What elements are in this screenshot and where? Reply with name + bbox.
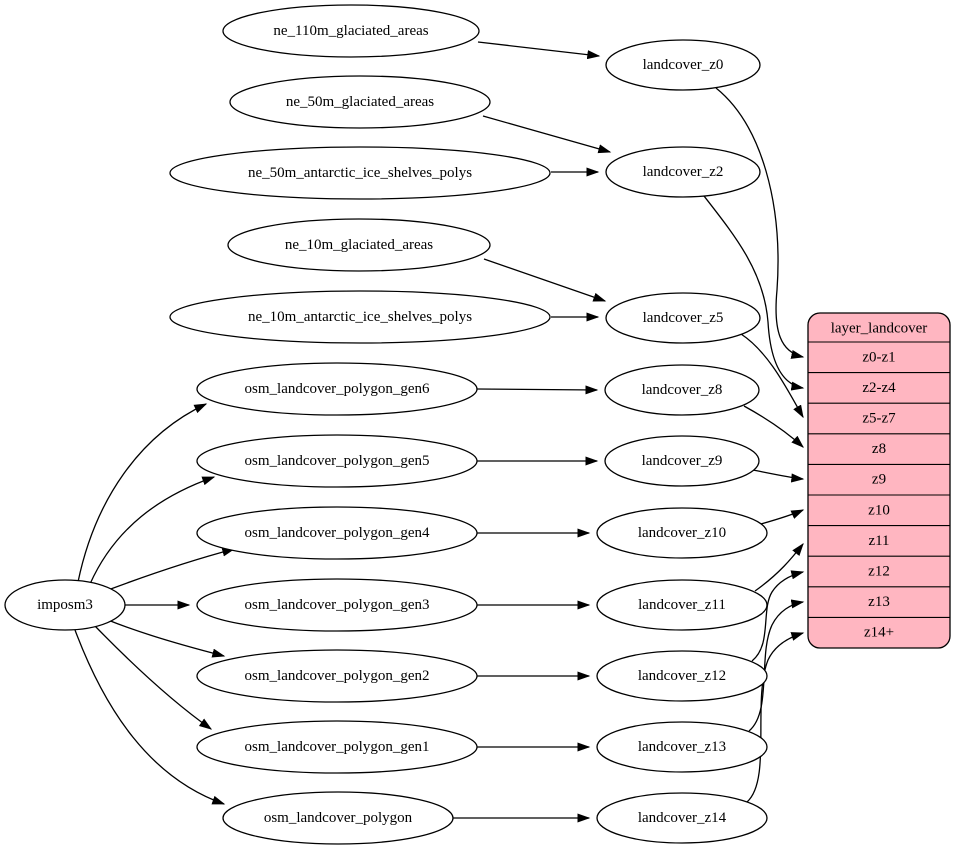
edge-landcover-z2-to-z2-z4 xyxy=(703,195,805,391)
node-label: landcover_z12 xyxy=(638,668,726,684)
edge-landcover-z0-to-z0-z1 xyxy=(715,87,805,359)
node-landcover-z11: landcover_z11 xyxy=(596,579,768,631)
edge-landcover-z10-to-z10 xyxy=(760,509,805,525)
table-row-label: z12 xyxy=(868,564,890,580)
edge-imposm3-to-osm-landcover-polygon-gen1 xyxy=(94,625,213,730)
table-row-label: z5-z7 xyxy=(862,411,896,427)
table-row-label: z0-z1 xyxy=(862,349,895,365)
node-osm-landcover-polygon-gen6: osm_landcover_polygon_gen6 xyxy=(196,362,478,416)
edge-landcover-z8-to-z8 xyxy=(743,405,804,448)
node-osm-landcover-polygon: osm_landcover_polygon xyxy=(222,791,454,845)
edge-landcover-z9-to-z9 xyxy=(752,469,805,483)
table-row-label: z8 xyxy=(872,441,886,457)
node-osm-landcover-polygon-gen4: osm_landcover_polygon_gen4 xyxy=(196,506,478,560)
node-osm-landcover-polygon-gen5: osm_landcover_polygon_gen5 xyxy=(196,434,478,488)
edge-imposm3-to-osm-landcover-polygon-gen2 xyxy=(107,619,226,658)
node-label: landcover_z8 xyxy=(642,382,723,398)
node-label: ne_10m_antarctic_ice_shelves_polys xyxy=(248,309,472,325)
node-label: ne_50m_antarctic_ice_shelves_polys xyxy=(248,165,472,181)
table-layer-landcover: layer_landcover z0-z1 z2-z4 z5-z7 z8 z9 z10 z11… xyxy=(807,312,951,649)
edge-imposm3-to-osm-landcover-polygon-gen5 xyxy=(89,476,216,585)
edge-ne-50m-glaciated-areas-to-landcover-z2 xyxy=(482,115,612,154)
edge-imposm3-to-osm-landcover-polygon xyxy=(74,629,226,805)
node-landcover-z2: landcover_z2 xyxy=(605,146,761,198)
table-row-label: z9 xyxy=(872,472,886,488)
table-title: layer_landcover xyxy=(831,321,928,337)
node-landcover-z8: landcover_z8 xyxy=(604,364,760,416)
node-label: landcover_z11 xyxy=(638,597,726,613)
node-landcover-z12: landcover_z12 xyxy=(596,650,768,702)
table-row-label: z11 xyxy=(868,533,889,549)
node-ne-50m-antarctic-ice-shelves-polys: ne_50m_antarctic_ice_shelves_polys xyxy=(169,146,551,200)
edge-ne-110m-glaciated-areas-to-landcover-z0 xyxy=(477,41,601,60)
node-ne-50m-glaciated-areas: ne_50m_glaciated_areas xyxy=(229,75,491,129)
table-background xyxy=(807,312,951,649)
node-label: ne_10m_glaciated_areas xyxy=(285,237,433,253)
table-row-label: z10 xyxy=(868,502,890,518)
node-landcover-z5: landcover_z5 xyxy=(605,292,761,344)
node-label: landcover_z13 xyxy=(638,739,726,755)
node-ne-110m-glaciated-areas: ne_110m_glaciated_areas xyxy=(222,4,480,58)
node-landcover-z13: landcover_z13 xyxy=(596,721,768,773)
node-label: landcover_z5 xyxy=(643,310,724,326)
table-row-label: z2-z4 xyxy=(862,380,896,396)
node-label: landcover_z10 xyxy=(638,525,726,541)
node-label: landcover_z14 xyxy=(638,810,727,826)
node-label: osm_landcover_polygon_gen6 xyxy=(245,381,430,397)
node-landcover-z14: landcover_z14 xyxy=(596,792,768,844)
node-label: ne_110m_glaciated_areas xyxy=(273,23,428,39)
node-osm-landcover-polygon-gen3: osm_landcover_polygon_gen3 xyxy=(196,578,478,632)
node-label: imposm3 xyxy=(37,597,93,613)
node-ne-10m-glaciated-areas: ne_10m_glaciated_areas xyxy=(227,218,491,272)
node-landcover-z9: landcover_z9 xyxy=(604,435,760,487)
edge-landcover-z11-to-z11 xyxy=(754,542,804,592)
node-label: ne_50m_glaciated_areas xyxy=(286,94,434,110)
node-osm-landcover-polygon-gen1: osm_landcover_polygon_gen1 xyxy=(196,720,478,774)
node-imposm3: imposm3 xyxy=(4,579,126,631)
node-label: osm_landcover_polygon_gen3 xyxy=(245,597,430,613)
table-row-label: z14+ xyxy=(864,625,894,641)
node-landcover-z0: landcover_z0 xyxy=(605,39,761,91)
node-landcover-z10: landcover_z10 xyxy=(596,507,768,559)
node-label: osm_landcover_polygon_gen1 xyxy=(245,739,430,755)
node-label: osm_landcover_polygon_gen2 xyxy=(245,668,430,684)
node-label: landcover_z0 xyxy=(643,57,724,73)
node-label: osm_landcover_polygon xyxy=(264,810,413,826)
node-label: osm_landcover_polygon_gen5 xyxy=(245,453,430,469)
edge-landcover-z13-to-z13 xyxy=(748,599,805,732)
edge-imposm3-to-osm-landcover-polygon-gen4 xyxy=(107,547,236,591)
edge-landcover-z5-to-z5-z7 xyxy=(740,333,804,419)
edge-ne-10m-glaciated-areas-to-landcover-z5 xyxy=(483,258,607,302)
node-label: landcover_z9 xyxy=(642,453,723,469)
node-ne-10m-antarctic-ice-shelves-polys: ne_10m_antarctic_ice_shelves_polys xyxy=(169,290,551,344)
node-osm-landcover-polygon-gen2: osm_landcover_polygon_gen2 xyxy=(196,649,478,703)
table-row-label: z13 xyxy=(868,594,890,610)
edge-osm-landcover-polygon-gen6-to-landcover-z8 xyxy=(476,385,599,395)
edge-landcover-z12-to-z12 xyxy=(751,570,805,662)
node-label: osm_landcover_polygon_gen4 xyxy=(245,525,430,541)
edge-imposm3-to-osm-landcover-polygon-gen6 xyxy=(77,403,208,583)
node-label: landcover_z2 xyxy=(643,164,724,180)
